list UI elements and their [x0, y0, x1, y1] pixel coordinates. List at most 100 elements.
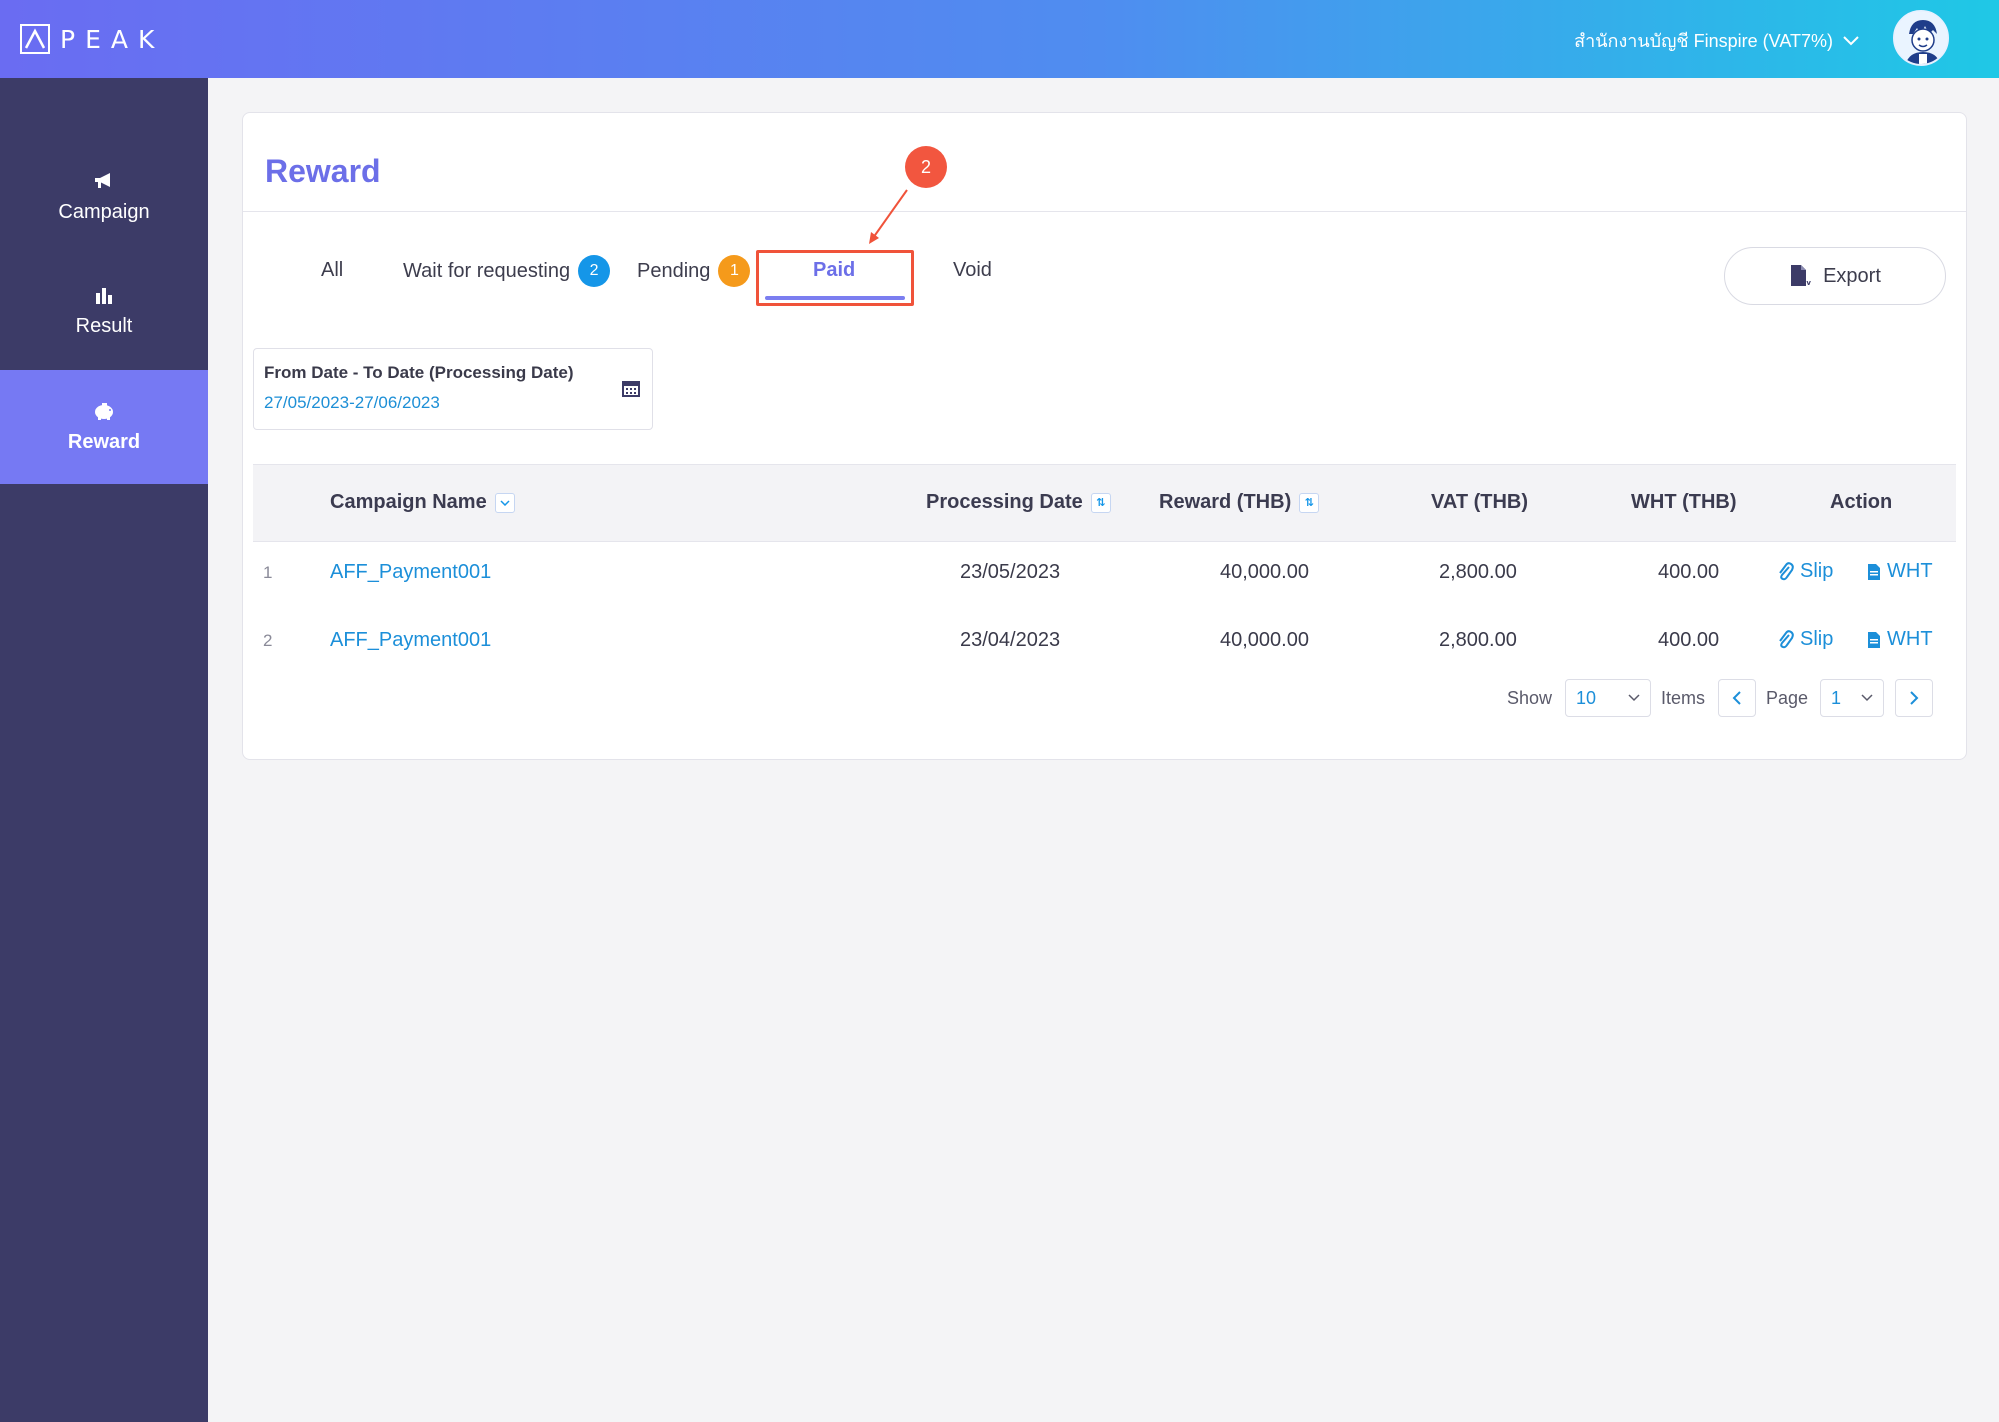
- vat-amount: 2,800.00: [1439, 561, 1517, 583]
- tab-paid[interactable]: Paid: [813, 259, 855, 282]
- paperclip-icon: [1779, 629, 1794, 648]
- col-wht: WHT (THB): [1631, 491, 1737, 514]
- next-page-button[interactable]: [1895, 679, 1933, 717]
- campaign-link[interactable]: AFF_Payment001: [330, 629, 492, 651]
- prev-page-button[interactable]: [1718, 679, 1756, 717]
- document-icon: [1868, 563, 1880, 580]
- sidebar-item-label: Result: [75, 314, 133, 337]
- items-label: Items: [1661, 688, 1706, 708]
- chevron-down-icon: [1843, 35, 1859, 45]
- wht-amount: 400.00: [1658, 561, 1720, 583]
- filter-dropdown-icon[interactable]: [494, 492, 515, 513]
- sidebar-item-campaign[interactable]: Campaign: [0, 140, 208, 254]
- campaign-link[interactable]: AFF_Payment001: [330, 561, 492, 583]
- processing-date: 23/05/2023: [960, 561, 1061, 583]
- megaphone-icon: [95, 172, 110, 188]
- reward-card: Reward 2 All Wait for requesting 2 Pendi…: [242, 112, 1967, 760]
- highlight-box: [756, 250, 914, 306]
- logo-mark-icon: [20, 24, 50, 54]
- wht-amount: 400.00: [1658, 629, 1720, 651]
- column-label: WHT (THB): [1631, 491, 1737, 513]
- page-label: Page: [1766, 688, 1809, 708]
- piggy-bank-icon: [95, 402, 113, 420]
- export-button[interactable]: csv Export: [1724, 247, 1946, 305]
- wht-label: WHT: [1887, 628, 1933, 650]
- col-campaign-name[interactable]: Campaign Name: [330, 491, 515, 514]
- tab-label: Paid: [813, 259, 856, 281]
- page-select[interactable]: 1: [1820, 679, 1884, 717]
- reward-amount: 40,000.00: [1220, 629, 1309, 651]
- row-index: 2: [263, 631, 273, 650]
- step-marker: 2: [905, 146, 947, 188]
- chevron-down-icon: [1628, 694, 1640, 702]
- wht-link[interactable]: WHT: [1867, 628, 1933, 651]
- slip-link[interactable]: Slip: [1778, 560, 1833, 583]
- tab-pending[interactable]: Pending 1: [637, 255, 751, 287]
- wht-label: WHT: [1887, 560, 1933, 582]
- slip-label: Slip: [1800, 560, 1834, 582]
- slip-link[interactable]: Slip: [1778, 628, 1833, 651]
- count-badge: 2: [578, 255, 611, 287]
- items-per-page-value: 10: [1576, 687, 1597, 708]
- company-selector[interactable]: สำนักงานบัญชี Finspire (VAT7%): [1574, 26, 1859, 55]
- wht-link[interactable]: WHT: [1867, 560, 1933, 583]
- processing-date: 23/04/2023: [960, 629, 1061, 651]
- column-label: Reward (THB): [1159, 491, 1292, 513]
- show-label: Show: [1507, 688, 1553, 708]
- sort-icon[interactable]: ⇅: [1299, 492, 1320, 513]
- table-header: Campaign Name Processing Date ⇅ Reward (…: [253, 464, 1956, 542]
- sidebar-item-reward[interactable]: Reward: [0, 370, 208, 484]
- tab-label: Wait for requesting: [403, 259, 571, 282]
- column-label: Processing Date: [926, 491, 1083, 513]
- column-label: VAT (THB): [1431, 491, 1529, 513]
- date-range-label: From Date - To Date (Processing Date): [264, 363, 574, 382]
- document-icon: [1868, 631, 1880, 648]
- col-reward[interactable]: Reward (THB) ⇅: [1159, 491, 1320, 514]
- date-range-value: 27/05/2023-27/06/2023: [264, 393, 440, 412]
- top-bar: PEAK สำนักงานบัญชี Finspire (VAT7%): [0, 0, 1999, 78]
- col-vat: VAT (THB): [1431, 491, 1528, 514]
- slip-label: Slip: [1800, 628, 1834, 650]
- tab-label: Void: [953, 259, 992, 281]
- tab-wait-for-requesting[interactable]: Wait for requesting 2: [403, 255, 611, 287]
- col-action: Action: [1830, 491, 1892, 514]
- bar-chart-icon: [96, 287, 112, 304]
- sidebar: Campaign Result Reward: [0, 78, 208, 1422]
- sidebar-item-result[interactable]: Result: [0, 254, 208, 368]
- vat-amount: 2,800.00: [1439, 629, 1517, 651]
- export-label: Export: [1823, 264, 1881, 287]
- col-processing-date[interactable]: Processing Date ⇅: [926, 491, 1111, 514]
- tab-label: Pending: [637, 259, 711, 282]
- table-row: 2 AFF_Payment001 23/04/2023 40,000.00 2,…: [253, 609, 1956, 675]
- sidebar-item-label: Reward: [67, 430, 141, 453]
- peak-logo[interactable]: PEAK: [20, 22, 164, 56]
- title-divider: [243, 211, 1966, 212]
- tab-all[interactable]: All: [321, 259, 343, 282]
- date-range-filter[interactable]: From Date - To Date (Processing Date) 27…: [253, 348, 653, 430]
- user-avatar[interactable]: [1893, 10, 1949, 66]
- calendar-icon: [622, 381, 640, 397]
- row-index: 1: [263, 563, 273, 582]
- column-label: Action: [1830, 491, 1893, 513]
- annotation-arrow-icon: [869, 189, 908, 244]
- count-badge: 1: [718, 255, 751, 287]
- company-name: สำนักงานบัญชี Finspire (VAT7%): [1574, 31, 1833, 51]
- active-tab-indicator: [765, 296, 905, 300]
- paperclip-icon: [1779, 561, 1794, 580]
- chevron-left-icon: [1732, 691, 1741, 705]
- current-page-value: 1: [1831, 687, 1842, 708]
- page-title: Reward: [265, 153, 381, 189]
- table-row: 1 AFF_Payment001 23/05/2023 40,000.00 2,…: [253, 541, 1956, 607]
- logo-text: PEAK: [60, 24, 165, 54]
- tab-void[interactable]: Void: [953, 259, 992, 282]
- column-label: Campaign Name: [330, 491, 487, 513]
- sort-icon[interactable]: ⇅: [1090, 492, 1111, 513]
- svg-text:csv: csv: [1798, 279, 1811, 287]
- tab-label: All: [321, 259, 344, 281]
- reward-amount: 40,000.00: [1220, 561, 1309, 583]
- chevron-right-icon: [1910, 691, 1919, 705]
- chevron-down-icon: [1861, 694, 1873, 702]
- sidebar-item-label: Campaign: [58, 200, 150, 223]
- items-per-page-select[interactable]: 10: [1565, 679, 1651, 717]
- csv-file-icon: csv: [1791, 265, 1811, 287]
